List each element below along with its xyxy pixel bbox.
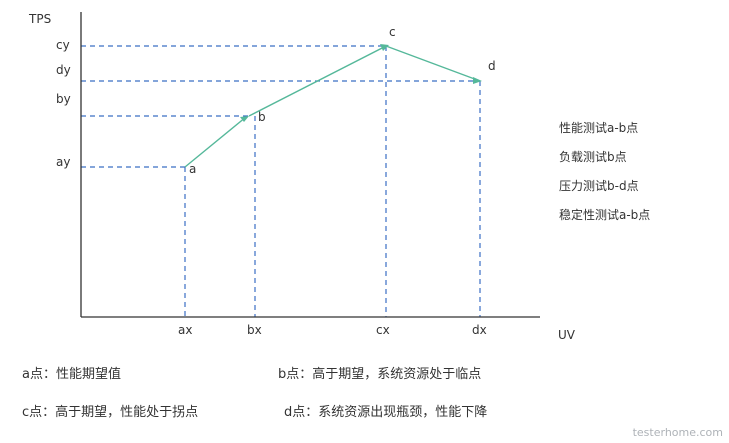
x-tick-bx: bx (247, 323, 262, 337)
y-tick-ay: ay (56, 155, 70, 169)
side-note-load-test: 负载测试b点 (559, 150, 627, 164)
point-label-d: d (488, 59, 496, 73)
arrowhead-d (473, 77, 482, 84)
point-label-b: b (258, 110, 266, 124)
axes (80, 12, 540, 318)
caption-point-c: c点：高于期望，性能处于拐点 (22, 405, 199, 420)
x-tick-dx: dx (472, 323, 487, 337)
curve-segment-bc (248, 45, 387, 117)
side-note-stress-test: 压力测试b-d点 (559, 179, 639, 193)
point-label-c: c (389, 25, 396, 39)
curve-segment-ab (184, 116, 247, 168)
y-tick-by: by (56, 92, 71, 106)
x-axis-label: UV (558, 328, 576, 342)
side-note-stability-test: 稳定性测试a-b点 (559, 208, 651, 222)
caption-point-a: a点：性能期望值 (22, 367, 121, 382)
y-tick-dy: dy (56, 63, 71, 77)
y-tick-cy: cy (56, 38, 70, 52)
arrowhead-c (380, 44, 389, 51)
caption-point-b: b点：高于期望，系统资源处于临点 (278, 367, 482, 382)
x-tick-cx: cx (376, 323, 390, 337)
caption-point-d: d点：系统资源出现瓶颈，性能下降 (284, 405, 488, 420)
curve-segment-cd (385, 45, 481, 82)
x-tick-ax: ax (178, 323, 192, 337)
tps-curve (184, 44, 482, 168)
guide-lines (81, 45, 481, 317)
watermark: testerhome.com (632, 426, 723, 439)
y-axis-label: TPS (28, 12, 51, 26)
side-note-performance-test: 性能测试a-b点 (559, 121, 639, 135)
arrowhead-b (240, 116, 249, 122)
point-label-a: a (189, 162, 196, 176)
